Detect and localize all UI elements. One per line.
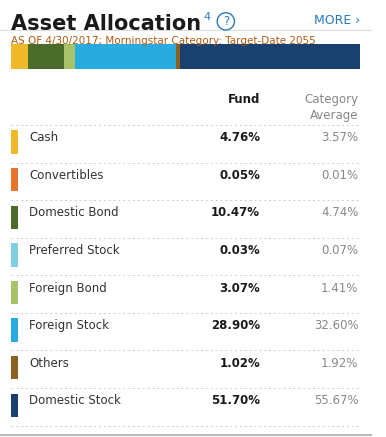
Bar bbox=[176, 44, 179, 69]
Text: 1.41%: 1.41% bbox=[321, 281, 359, 295]
Text: 3.07%: 3.07% bbox=[219, 281, 260, 295]
Text: 10.47%: 10.47% bbox=[211, 206, 260, 219]
Text: 28.90%: 28.90% bbox=[211, 319, 260, 332]
Bar bbox=[179, 44, 360, 69]
Bar bbox=[11, 319, 18, 342]
Bar bbox=[11, 131, 18, 154]
Text: 51.70%: 51.70% bbox=[211, 394, 260, 407]
Bar bbox=[11, 168, 18, 191]
Text: 55.67%: 55.67% bbox=[314, 394, 359, 407]
Text: Asset Allocation: Asset Allocation bbox=[11, 14, 201, 34]
Text: ?: ? bbox=[223, 15, 229, 28]
Text: Convertibles: Convertibles bbox=[29, 169, 103, 182]
Bar bbox=[11, 281, 18, 304]
Text: MORE ›: MORE › bbox=[314, 14, 360, 27]
Bar bbox=[11, 44, 28, 69]
Text: 1.02%: 1.02% bbox=[219, 357, 260, 370]
Text: 32.60%: 32.60% bbox=[314, 319, 359, 332]
Bar bbox=[28, 44, 64, 69]
Bar bbox=[64, 44, 75, 69]
Text: Cash: Cash bbox=[29, 131, 58, 144]
Bar bbox=[11, 243, 18, 267]
Text: Fund: Fund bbox=[228, 93, 260, 106]
Text: 0.05%: 0.05% bbox=[219, 169, 260, 182]
Text: AS OF 4/30/2017; Morningstar Category: Target-Date 2055: AS OF 4/30/2017; Morningstar Category: T… bbox=[11, 36, 316, 46]
Text: Foreign Bond: Foreign Bond bbox=[29, 281, 107, 295]
Text: 1.92%: 1.92% bbox=[321, 357, 359, 370]
Text: Foreign Stock: Foreign Stock bbox=[29, 319, 109, 332]
Text: 0.03%: 0.03% bbox=[219, 244, 260, 257]
Text: 3.57%: 3.57% bbox=[321, 131, 359, 144]
Bar bbox=[11, 394, 18, 417]
Bar bbox=[11, 356, 18, 379]
Text: 4.74%: 4.74% bbox=[321, 206, 359, 219]
Text: 4: 4 bbox=[203, 12, 211, 22]
Text: 0.07%: 0.07% bbox=[321, 244, 359, 257]
Text: Category
Average: Category Average bbox=[304, 93, 359, 121]
Text: Others: Others bbox=[29, 357, 69, 370]
Text: 4.76%: 4.76% bbox=[219, 131, 260, 144]
Text: Domestic Bond: Domestic Bond bbox=[29, 206, 119, 219]
Text: Preferred Stock: Preferred Stock bbox=[29, 244, 120, 257]
Text: 0.01%: 0.01% bbox=[321, 169, 359, 182]
Bar bbox=[11, 206, 18, 229]
Text: Domestic Stock: Domestic Stock bbox=[29, 394, 121, 407]
Bar bbox=[75, 44, 176, 69]
